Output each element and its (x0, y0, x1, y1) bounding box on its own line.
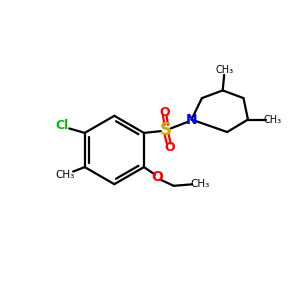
Text: CH₃: CH₃ (191, 179, 210, 189)
Text: CH₃: CH₃ (264, 115, 282, 124)
Text: O: O (152, 170, 163, 184)
Text: O: O (159, 106, 170, 118)
Text: S: S (160, 121, 172, 139)
Text: Cl: Cl (56, 119, 69, 132)
Text: CH₃: CH₃ (215, 65, 233, 75)
Text: O: O (164, 141, 175, 154)
Text: N: N (186, 112, 197, 127)
Text: CH₃: CH₃ (56, 169, 75, 179)
